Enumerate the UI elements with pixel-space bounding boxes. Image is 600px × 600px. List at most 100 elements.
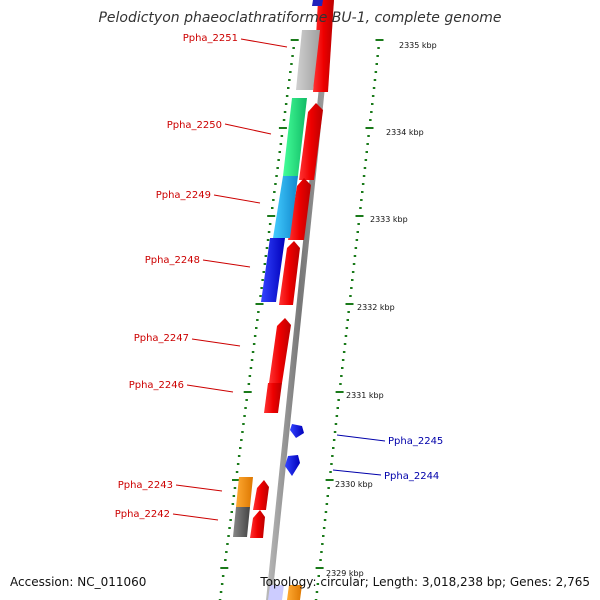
minor-tick bbox=[345, 327, 349, 329]
reverse-track bbox=[233, 0, 323, 600]
minor-tick bbox=[350, 287, 353, 289]
major-tick bbox=[365, 127, 374, 129]
minor-tick bbox=[317, 575, 320, 577]
gene-ppha-2243-reverse[interactable] bbox=[236, 477, 253, 507]
minor-tick bbox=[243, 415, 246, 417]
minor-tick bbox=[369, 119, 372, 121]
minor-tick bbox=[374, 71, 378, 73]
minor-tick bbox=[315, 591, 319, 593]
minor-tick bbox=[245, 399, 248, 401]
minor-tick bbox=[274, 183, 277, 185]
kbp-label: 2334 kbp bbox=[386, 128, 424, 137]
minor-tick bbox=[344, 335, 348, 337]
minor-tick bbox=[261, 279, 264, 281]
major-tick bbox=[325, 479, 334, 481]
gene-label[interactable]: Ppha_2251 bbox=[183, 33, 238, 44]
gene-ppha-2248-reverse[interactable] bbox=[261, 238, 285, 302]
gene-label[interactable]: Ppha_2244 bbox=[384, 471, 439, 482]
gene-label[interactable]: Ppha_2246 bbox=[129, 380, 184, 391]
inner-tick-ring bbox=[218, 39, 299, 600]
minor-tick bbox=[320, 551, 323, 553]
minor-tick bbox=[341, 359, 345, 361]
gene-top-blue[interactable] bbox=[312, 0, 323, 6]
leader-line bbox=[224, 123, 272, 135]
minor-tick bbox=[325, 503, 329, 505]
minor-tick bbox=[256, 319, 259, 321]
gene-ppha-2248-forward[interactable] bbox=[279, 241, 300, 305]
minor-tick bbox=[289, 71, 292, 73]
minor-tick bbox=[224, 559, 227, 561]
gene-ppha-2242-reverse[interactable] bbox=[233, 507, 250, 537]
gene-label[interactable]: Ppha_2245 bbox=[388, 436, 443, 447]
minor-tick bbox=[248, 375, 252, 377]
gene-ppha-2242-forward[interactable] bbox=[250, 510, 265, 538]
minor-tick bbox=[221, 575, 225, 577]
minor-tick bbox=[352, 263, 356, 265]
minor-tick bbox=[364, 159, 368, 161]
minor-tick bbox=[231, 503, 235, 505]
gene-label[interactable]: Ppha_2250 bbox=[167, 120, 222, 131]
gene-ppha-2251-forward[interactable] bbox=[313, 0, 334, 92]
minor-tick bbox=[376, 55, 379, 57]
minor-tick bbox=[371, 103, 374, 105]
gene-label[interactable]: Ppha_2243 bbox=[118, 480, 173, 491]
minor-tick bbox=[244, 407, 247, 409]
minor-tick bbox=[268, 223, 272, 225]
minor-tick bbox=[375, 63, 378, 65]
minor-tick bbox=[251, 351, 255, 353]
minor-tick bbox=[267, 231, 271, 233]
minor-tick bbox=[277, 159, 280, 161]
minor-tick bbox=[346, 319, 349, 321]
minor-tick bbox=[371, 95, 375, 97]
gene-ppha-2250-reverse[interactable] bbox=[283, 98, 307, 176]
minor-tick bbox=[377, 47, 380, 49]
minor-tick bbox=[276, 167, 279, 169]
minor-tick bbox=[285, 95, 289, 97]
major-tick bbox=[220, 567, 229, 569]
minor-tick bbox=[359, 207, 362, 209]
minor-tick bbox=[226, 543, 229, 545]
minor-tick bbox=[242, 423, 245, 425]
gene-label[interactable]: Ppha_2249 bbox=[156, 190, 211, 201]
minor-tick bbox=[365, 151, 368, 153]
minor-tick bbox=[354, 247, 358, 249]
gene-ppha-2249-forward[interactable] bbox=[288, 178, 311, 240]
minor-tick bbox=[271, 207, 274, 209]
gene-ppha-2250-forward[interactable] bbox=[299, 103, 323, 180]
minor-tick bbox=[225, 551, 228, 553]
minor-tick bbox=[250, 359, 254, 361]
accession-label: Accession: NC_011060 bbox=[10, 575, 147, 589]
gene-bottom-lavender[interactable] bbox=[268, 585, 284, 600]
minor-tick bbox=[360, 199, 363, 201]
minor-tick bbox=[272, 199, 275, 201]
gene-ppha-2244[interactable] bbox=[285, 455, 300, 476]
gene-bottom-orange[interactable] bbox=[287, 585, 302, 600]
minor-tick bbox=[220, 583, 224, 585]
gene-labels: Ppha_2251 Ppha_2250 Ppha_2249 Ppha_2248 … bbox=[115, 33, 444, 520]
gene-ppha-2251-reverse[interactable] bbox=[296, 30, 320, 90]
major-tick bbox=[278, 127, 287, 129]
kbp-label: 2332 kbp bbox=[357, 303, 395, 312]
minor-tick bbox=[230, 511, 233, 513]
gene-ppha-2243-forward[interactable] bbox=[253, 480, 269, 510]
gene-ppha-2249-reverse[interactable] bbox=[273, 176, 298, 238]
minor-tick bbox=[330, 463, 333, 465]
gene-label[interactable]: Ppha_2247 bbox=[134, 333, 189, 344]
minor-tick bbox=[334, 423, 338, 425]
major-tick bbox=[375, 39, 384, 41]
minor-tick bbox=[355, 239, 359, 241]
gene-label[interactable]: Ppha_2242 bbox=[115, 509, 170, 520]
gene-ppha-2247-forward[interactable] bbox=[269, 318, 291, 383]
minor-tick bbox=[366, 143, 369, 145]
minor-tick bbox=[340, 375, 343, 377]
minor-tick bbox=[373, 79, 377, 81]
minor-tick bbox=[327, 487, 330, 489]
major-tick bbox=[232, 479, 240, 481]
minor-tick bbox=[324, 511, 328, 513]
kbp-label: 2333 kbp bbox=[370, 215, 408, 224]
gene-ppha-2246-forward[interactable] bbox=[264, 383, 282, 413]
minor-tick bbox=[322, 527, 326, 529]
gene-ppha-2245[interactable] bbox=[290, 424, 304, 438]
gene-label[interactable]: Ppha_2248 bbox=[145, 255, 200, 266]
